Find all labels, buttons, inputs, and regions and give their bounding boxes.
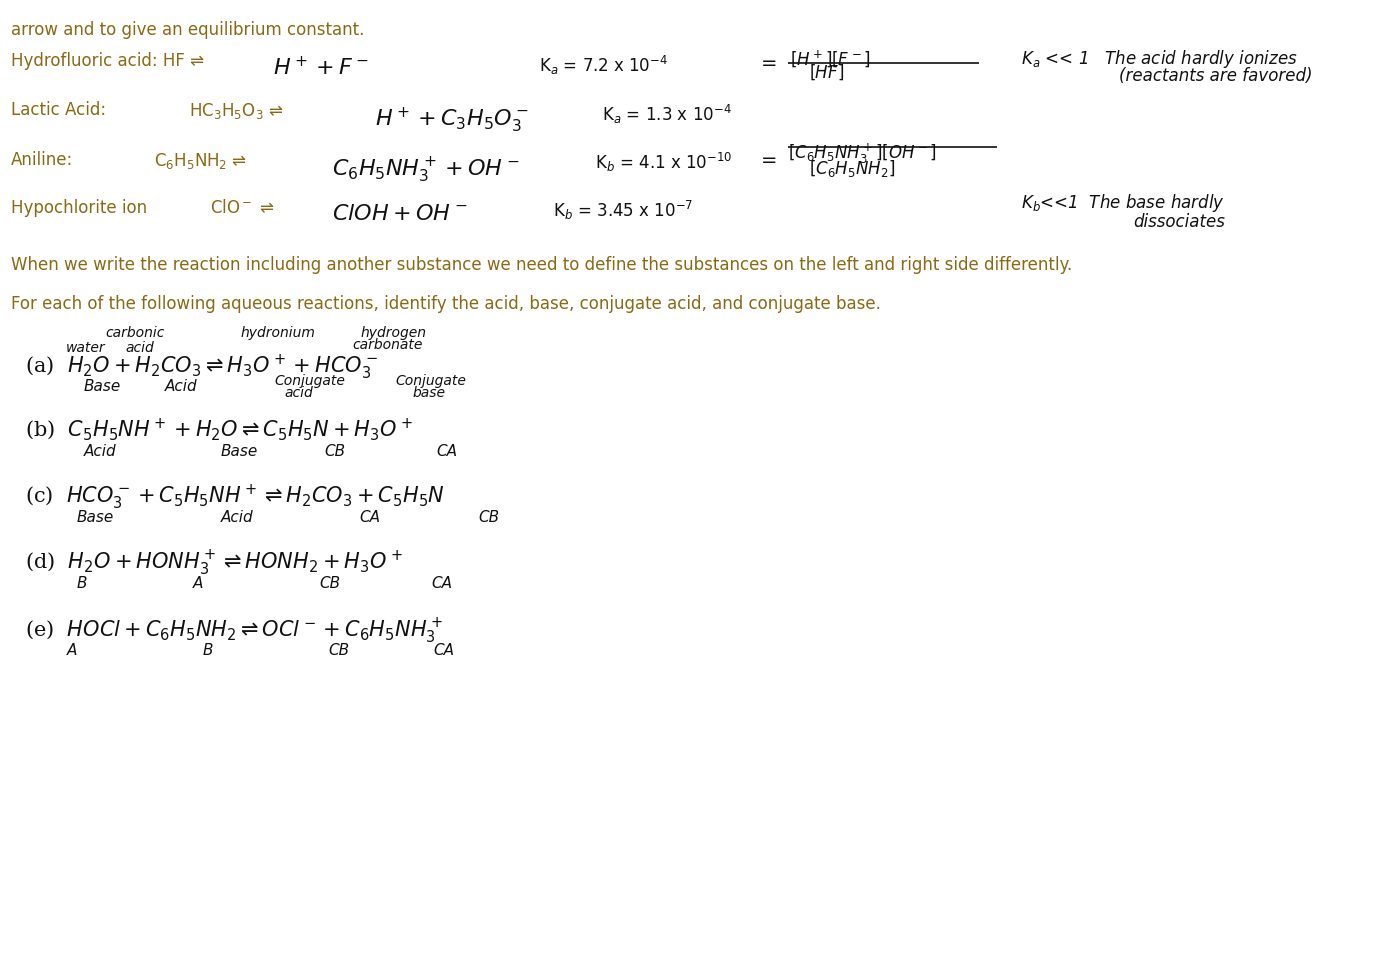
Text: K$_b$ = 3.45 x 10$^{-7}$: K$_b$ = 3.45 x 10$^{-7}$ <box>553 199 693 222</box>
Text: Conjugate: Conjugate <box>274 374 346 389</box>
Text: $H^+ + C_3H_5O_3^-$: $H^+ + C_3H_5O_3^-$ <box>375 106 529 135</box>
Text: K$_a$ << 1   The acid hardly ionizes: K$_a$ << 1 The acid hardly ionizes <box>1021 48 1298 70</box>
Text: acid: acid <box>126 341 155 355</box>
Text: (c)  $HCO_3^- + C_5H_5NH^+ \rightleftharpoons H_2CO_3 + C_5H_5N$: (c) $HCO_3^- + C_5H_5NH^+ \rightleftharp… <box>25 483 445 513</box>
Text: arrow and to give an equilibrium constant.: arrow and to give an equilibrium constan… <box>11 21 365 39</box>
Text: water: water <box>66 341 105 355</box>
Text: =: = <box>761 54 778 73</box>
Text: (d)  $H_2O + HONH_3^+ \rightleftharpoons HONH_2 + H_3O^+$: (d) $H_2O + HONH_3^+ \rightleftharpoons … <box>25 549 403 579</box>
Text: Acid: Acid <box>221 510 253 525</box>
Text: When we write the reaction including another substance we need to define the sub: When we write the reaction including ano… <box>11 256 1073 275</box>
Text: Base: Base <box>221 444 259 459</box>
Text: Lactic Acid:: Lactic Acid: <box>11 101 106 119</box>
Text: carbonic: carbonic <box>105 326 164 341</box>
Text: carbonate: carbonate <box>353 338 422 352</box>
Text: HC$_3$H$_5$O$_3$ ⇌: HC$_3$H$_5$O$_3$ ⇌ <box>189 101 283 121</box>
Text: $C_6H_5NH_3^+ + OH^-$: $C_6H_5NH_3^+ + OH^-$ <box>332 156 519 185</box>
Text: ClO$^-$ ⇌: ClO$^-$ ⇌ <box>210 199 274 217</box>
Text: acid: acid <box>284 386 313 400</box>
Text: CB: CB <box>325 444 346 459</box>
Text: K$_b$ = 4.1 x 10$^{-10}$: K$_b$ = 4.1 x 10$^{-10}$ <box>595 151 732 174</box>
Text: CA: CA <box>431 576 452 591</box>
Text: CA: CA <box>360 510 381 525</box>
Text: dissociates: dissociates <box>1133 213 1226 231</box>
Text: hydrogen: hydrogen <box>361 326 427 341</box>
Text: A: A <box>193 576 203 591</box>
Text: A: A <box>67 643 77 659</box>
Text: CB: CB <box>329 643 350 659</box>
Text: CA: CA <box>436 444 457 459</box>
Text: $[HF]$: $[HF]$ <box>809 62 844 82</box>
Text: (e)  $HOCl + C_6H_5NH_2 \rightleftharpoons OCl^- + C_6H_5NH_3^+$: (e) $HOCl + C_6H_5NH_2 \rightleftharpoon… <box>25 616 443 646</box>
Text: B: B <box>77 576 88 591</box>
Text: Aniline:: Aniline: <box>11 151 73 169</box>
Text: B: B <box>203 643 214 659</box>
Text: (a)  $H_2O + H_2CO_3 \rightleftharpoons H_3O^+ + HCO_3^-$: (a) $H_2O + H_2CO_3 \rightleftharpoons H… <box>25 352 379 382</box>
Text: Hypochlorite ion: Hypochlorite ion <box>11 199 147 217</box>
Text: (b)  $C_5H_5NH^+ + H_2O \rightleftharpoons C_5H_5N + H_3O^+$: (b) $C_5H_5NH^+ + H_2O \rightleftharpoon… <box>25 417 413 444</box>
Text: K$_a$ = 1.3 x 10$^{-4}$: K$_a$ = 1.3 x 10$^{-4}$ <box>602 103 732 126</box>
Text: Hydrofluoric acid: HF ⇌: Hydrofluoric acid: HF ⇌ <box>11 52 204 70</box>
Text: CB: CB <box>478 510 499 525</box>
Text: Acid: Acid <box>165 379 197 395</box>
Text: For each of the following aqueous reactions, identify the acid, base, conjugate : For each of the following aqueous reacti… <box>11 295 881 313</box>
Text: Acid: Acid <box>84 444 116 459</box>
Text: base: base <box>413 386 446 400</box>
Text: $ClOH + OH^-$: $ClOH + OH^-$ <box>332 204 467 224</box>
Text: K$_b$<<1  The base hardly: K$_b$<<1 The base hardly <box>1021 192 1226 214</box>
Text: CB: CB <box>319 576 340 591</box>
Text: $[H^+][F^-]$: $[H^+][F^-]$ <box>790 48 872 69</box>
Text: K$_a$ = 7.2 x 10$^{-4}$: K$_a$ = 7.2 x 10$^{-4}$ <box>539 54 667 77</box>
Text: $[C_6H_5NH_3^+][OH^-]$: $[C_6H_5NH_3^+][OH^-]$ <box>788 142 937 166</box>
Text: =: = <box>761 151 778 170</box>
Text: Conjugate: Conjugate <box>396 374 467 389</box>
Text: C$_6$H$_5$NH$_2$ ⇌: C$_6$H$_5$NH$_2$ ⇌ <box>154 151 248 171</box>
Text: (reactants are favored): (reactants are favored) <box>1119 67 1312 85</box>
Text: Base: Base <box>77 510 115 525</box>
Text: hydronium: hydronium <box>241 326 316 341</box>
Text: Base: Base <box>84 379 122 395</box>
Text: $H^+ + F^-$: $H^+ + F^-$ <box>273 56 369 79</box>
Text: CA: CA <box>434 643 455 659</box>
Text: $[C_6H_5NH_2]$: $[C_6H_5NH_2]$ <box>809 158 895 180</box>
